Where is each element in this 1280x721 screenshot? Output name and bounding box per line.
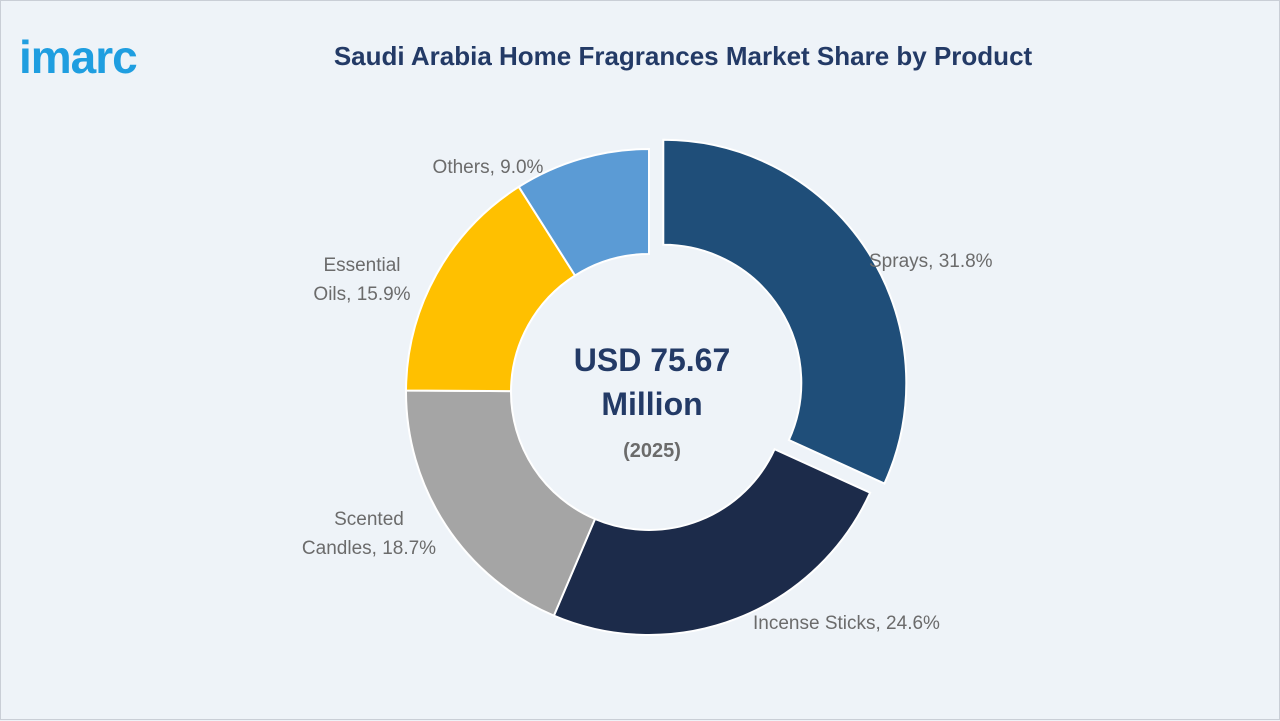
imarc-logo: imarc [19, 31, 138, 83]
chart-title: Saudi Arabia Home Fragrances Market Shar… [333, 41, 1033, 71]
slice-others [517, 147, 650, 277]
center-value-line2: Million [601, 386, 702, 422]
slice-incense-sticks [552, 447, 872, 636]
slice-scented-candles [405, 389, 597, 617]
center-value-line1: USD 75.67 [574, 342, 731, 378]
label-others: Others, 9.0% [433, 157, 544, 178]
slice-sprays [662, 138, 908, 485]
slice-labels: Sprays, 31.8% Incense Sticks, 24.6% Scente… [302, 157, 993, 634]
label-sprays: Sprays, 31.8% [869, 251, 993, 272]
donut-slices [404, 138, 908, 636]
label-essential-oils: Essential Oils, 15.9% [313, 255, 410, 305]
logo-text: imarc [19, 31, 137, 83]
center-year: (2025) [623, 440, 681, 462]
label-scented-candles: Scented Candles, 18.7% [302, 509, 436, 559]
label-incense-sticks: Incense Sticks, 24.6% [753, 613, 940, 634]
